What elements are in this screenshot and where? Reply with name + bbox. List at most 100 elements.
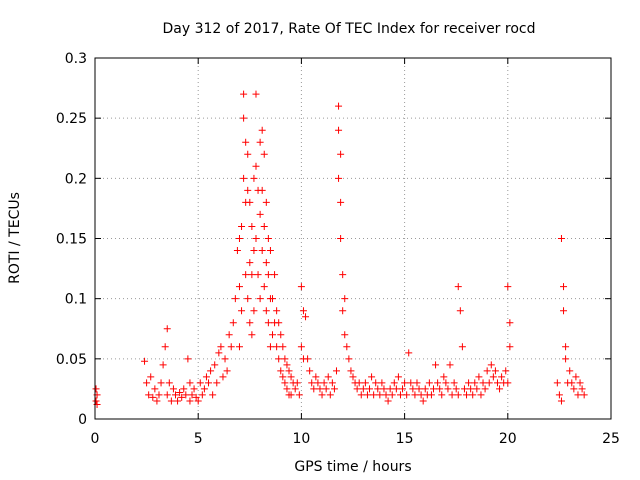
data-point — [382, 391, 390, 399]
data-point — [376, 391, 384, 399]
data-point — [262, 259, 270, 267]
x-tick-label: 0 — [91, 431, 100, 447]
data-point — [260, 222, 268, 230]
data-point — [244, 186, 252, 194]
data-point — [454, 391, 462, 399]
data-point — [279, 373, 287, 381]
data-point — [262, 198, 270, 206]
data-point — [207, 367, 215, 375]
data-point — [246, 259, 254, 267]
data-point — [432, 361, 440, 369]
data-point — [370, 391, 378, 399]
data-point — [343, 343, 351, 351]
data-point — [264, 235, 272, 242]
data-point — [493, 379, 501, 387]
data-point — [293, 379, 301, 387]
data-point — [233, 247, 241, 255]
data-point — [407, 379, 415, 387]
data-point — [279, 343, 287, 351]
data-point — [283, 361, 291, 369]
data-point — [396, 391, 404, 399]
data-point — [248, 331, 256, 339]
data-point — [273, 343, 281, 351]
data-point — [347, 367, 355, 375]
data-point — [372, 379, 380, 387]
data-point — [264, 319, 272, 327]
data-point — [560, 307, 568, 315]
data-point — [260, 283, 268, 291]
data-point — [570, 385, 578, 393]
data-point — [264, 271, 272, 279]
data-point — [368, 373, 376, 381]
data-point — [580, 391, 588, 399]
data-point — [456, 307, 464, 315]
data-point — [504, 283, 512, 291]
data-point — [182, 391, 190, 399]
data-point — [421, 385, 429, 393]
data-point — [240, 174, 248, 182]
data-point — [386, 385, 394, 393]
data-point — [184, 355, 192, 363]
data-point — [341, 295, 349, 303]
data-point — [332, 367, 340, 375]
data-point — [335, 102, 343, 110]
data-point — [328, 379, 336, 387]
data-point — [155, 391, 163, 399]
data-point — [473, 385, 481, 393]
data-point — [174, 397, 182, 405]
data-point — [250, 247, 258, 255]
data-point — [242, 271, 250, 279]
data-point — [415, 385, 423, 393]
data-point — [479, 379, 487, 387]
data-point — [178, 393, 186, 401]
data-point — [576, 379, 584, 387]
data-point — [312, 373, 320, 381]
plot-frame — [94, 57, 612, 420]
data-point — [163, 325, 171, 333]
data-point — [560, 283, 568, 291]
data-point — [198, 391, 206, 399]
data-point — [366, 385, 374, 393]
data-point — [213, 379, 221, 387]
data-point — [436, 385, 444, 393]
data-point — [252, 235, 260, 242]
data-point — [572, 373, 580, 381]
data-point — [250, 174, 258, 182]
data-point — [335, 174, 343, 182]
data-point — [506, 319, 514, 327]
data-point — [246, 198, 254, 206]
data-point — [359, 385, 367, 393]
data-point — [194, 397, 202, 405]
data-point — [147, 373, 155, 381]
data-point — [555, 391, 563, 399]
data-point — [378, 379, 386, 387]
y-tick-label: 0.3 — [65, 51, 87, 67]
data-point — [159, 361, 167, 369]
x-tick-label: 25 — [602, 431, 620, 447]
data-point — [380, 385, 388, 393]
data-point — [281, 355, 289, 363]
data-point — [227, 343, 235, 351]
data-point — [355, 379, 363, 387]
data-point — [477, 391, 485, 399]
data-point — [283, 385, 291, 393]
data-point — [271, 271, 279, 279]
data-point — [277, 331, 285, 339]
data-point — [250, 307, 258, 315]
data-point — [256, 210, 264, 218]
data-point — [485, 379, 493, 387]
data-point — [469, 391, 477, 399]
data-point — [562, 355, 570, 363]
data-point — [225, 331, 233, 339]
data-point — [349, 373, 357, 381]
data-point — [153, 397, 161, 405]
data-point — [238, 222, 246, 230]
data-point — [444, 385, 452, 393]
data-point — [211, 361, 219, 369]
data-point — [557, 235, 565, 242]
data-point — [235, 235, 243, 242]
data-point — [161, 343, 169, 351]
data-point — [465, 379, 473, 387]
data-point — [330, 385, 338, 393]
data-point — [260, 150, 268, 158]
